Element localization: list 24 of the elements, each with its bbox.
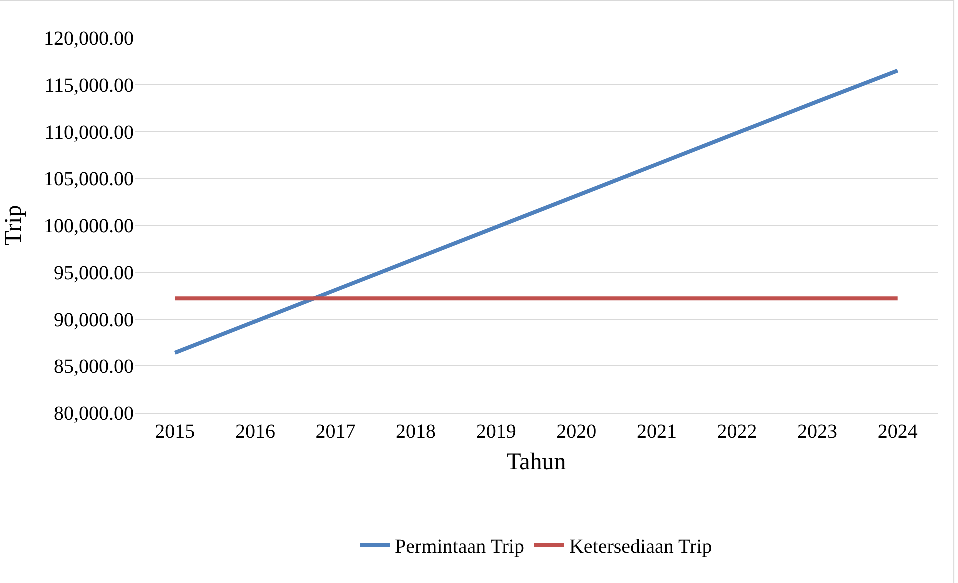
legend-label: Permintaan Trip [395,536,524,558]
x-axis-title: Tahun [506,449,566,476]
x-tick-label: 2015 [155,421,196,443]
y-tick-label: 80,000.00 [54,403,134,425]
legend-label: Ketersediaan Trip [569,536,712,558]
y-tick-label: 85,000.00 [54,356,134,378]
x-tick-label: 2020 [556,421,597,443]
x-tick-label: 2018 [396,421,436,443]
y-tick-label: 120,000.00 [44,28,134,50]
y-tick-label: 110,000.00 [44,122,134,144]
y-tick-label: 90,000.00 [54,309,134,332]
x-tick-label: 2017 [316,421,356,443]
x-tick-label: 2023 [798,421,838,443]
y-tick-label: 105,000.00 [44,168,134,191]
line-series [173,68,900,355]
y-axis-title: Trip [1,205,28,246]
x-tick-label: 2022 [717,421,758,443]
y-tick-label: 100,000.00 [44,216,134,238]
y-tick-label: 115,000.00 [44,74,134,97]
x-tick-label: 2024 [878,421,918,443]
x-tick-label: 2021 [636,421,677,443]
x-tick-label: 2016 [235,421,276,443]
y-tick-label: 95,000.00 [54,262,134,284]
x-tick-label: 2019 [476,421,516,443]
